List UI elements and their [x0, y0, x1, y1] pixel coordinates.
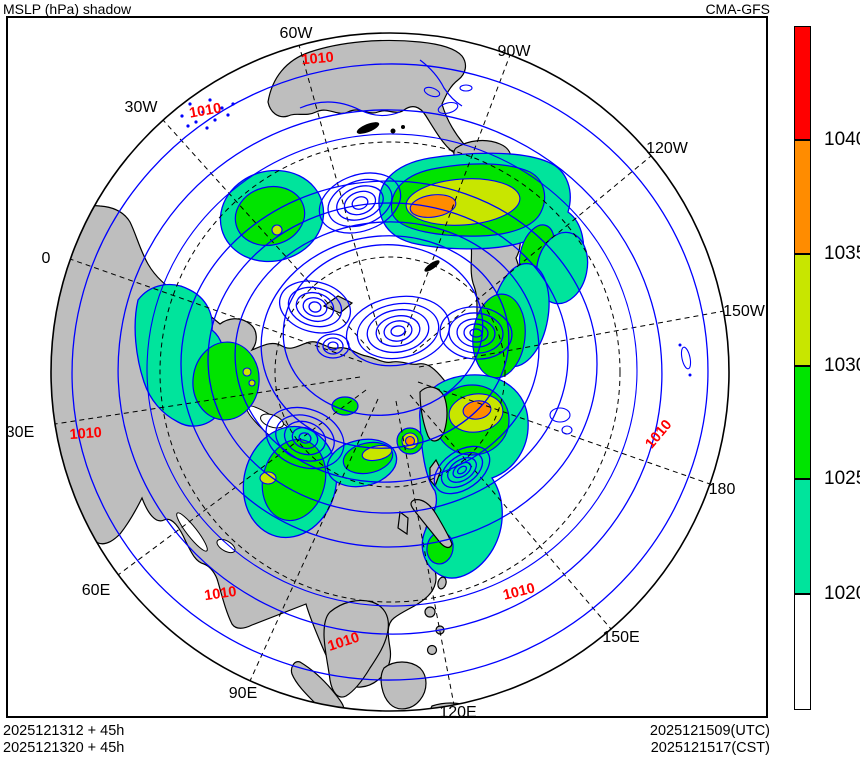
shade-alaska-high-orange [409, 194, 457, 218]
island-dot [401, 125, 405, 129]
shade-ne-pacific-cyan [535, 231, 589, 305]
init-time-cst: 2025121320 + 45h [3, 740, 125, 756]
colorbar-segment-red [794, 26, 811, 140]
shade-europe-yellow [242, 367, 252, 377]
island-philippines [426, 644, 438, 656]
page-title: MSLP (hPa) shadow [3, 1, 132, 17]
lon-label-150W: 150W [723, 303, 766, 320]
shade-central-asia-yellow [259, 471, 277, 485]
plot-frame [6, 16, 768, 718]
contour-label-1010: 1010 [69, 425, 102, 443]
low-east-siberia [439, 306, 513, 360]
land-borneo [380, 661, 427, 710]
lon-label-150E: 150E [602, 629, 639, 646]
island-severnaya [424, 260, 440, 272]
colorbar-tick-1040: 1040 [824, 129, 860, 150]
island-dot [390, 128, 396, 134]
shade-atlantic-high-yellow [271, 224, 283, 236]
shade-caspian-yellow [361, 444, 393, 462]
meridian-60E [117, 389, 367, 576]
isobar-vortex-ring [282, 244, 484, 416]
isobar-vortex-ring [234, 221, 540, 483]
isobar-outer-1010 [71, 63, 709, 681]
isobar-vortex-ring [260, 235, 510, 449]
meridian-0 [69, 258, 363, 363]
low-polar [345, 295, 451, 367]
colorbar-tick-1020: 1020 [824, 583, 860, 604]
lon-label-120W: 120W [646, 140, 689, 157]
shade-ural-green [331, 396, 359, 416]
meridian-150W [418, 310, 725, 368]
lon-label-120E: 120E [439, 704, 476, 721]
island-novaya-zemlya [322, 295, 354, 314]
shade-europe-yellow2 [248, 379, 256, 387]
isobar-outer-1010b [117, 109, 663, 635]
colorbar-tick-1030: 1030 [824, 355, 860, 376]
colorbar-tick-1035: 1035 [824, 243, 860, 264]
low-west-siberia [265, 406, 345, 470]
contour-label-1010: 1010 [501, 580, 536, 603]
longitude-labels: 60W 90W 120W 150W 180 150E 120E 90E 60E … [6, 25, 766, 721]
land-japan [410, 499, 453, 549]
meridian-30E [54, 376, 361, 425]
sea-red [176, 512, 208, 552]
colorbar-segment-orange [794, 140, 811, 254]
contour-label-1010: 1010 [642, 417, 675, 452]
map-boundary-circle [50, 32, 730, 712]
latitude-circle-outer [159, 141, 621, 603]
meridian-60W [298, 44, 383, 344]
lon-label-30W: 30W [125, 99, 159, 116]
colorbar-segment-cyan [794, 479, 811, 594]
valid-time-cst: 2025121517(CST) [650, 740, 770, 756]
lon-label-90E: 90E [229, 685, 257, 702]
init-time-utc: 2025121312 + 45h [3, 723, 125, 739]
valid-time-utc: 2025121509(UTC) [649, 723, 770, 739]
lon-label-60W: 60W [280, 25, 314, 42]
meridian-120E [395, 400, 455, 706]
low-greenland-sea [318, 172, 402, 234]
low-east-of-japan [433, 445, 491, 495]
colorbar-segment-yellowgreen [794, 254, 811, 366]
contour-label-1010: 1010 [188, 100, 223, 121]
model-name: CMA-GFS [705, 1, 770, 17]
lon-label-60E: 60E [82, 582, 110, 599]
island-taiwan [437, 576, 447, 590]
colorbar-segment-green [794, 366, 811, 479]
land-korea [397, 510, 409, 536]
colorbar-segment-white [794, 594, 811, 710]
map-content: 1010 1010 1010 1010 1010 1010 1010 [51, 39, 725, 711]
latitude-circle-inner [274, 256, 506, 488]
meridian-30W [162, 119, 371, 351]
colorbar-tick-1025: 1025 [824, 468, 860, 489]
meridian-90W [400, 54, 511, 345]
isobar-outer-1008 [146, 133, 638, 607]
island-philippines [424, 606, 436, 618]
low-barents [278, 280, 352, 334]
contour-label-1010: 1010 [203, 584, 237, 604]
meridian-120W [412, 155, 652, 354]
land-sumatra [290, 661, 345, 711]
isobar-vortex-ring [180, 180, 598, 548]
land-indochina [323, 599, 389, 698]
contour-label-1010: 1010 [301, 50, 335, 69]
meridian-90E [249, 398, 379, 682]
east-asia-islands [397, 386, 453, 656]
island-svalbard [356, 122, 380, 134]
lon-label-0: 0 [42, 250, 51, 267]
lon-label-180: 180 [709, 481, 736, 498]
lon-label-90W: 90W [498, 43, 532, 60]
colorbar: 1040 1035 1030 1025 1020 [794, 26, 860, 710]
lon-label-30E: 30E [6, 424, 34, 441]
